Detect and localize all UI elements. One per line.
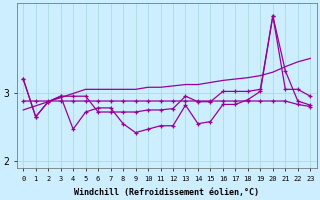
X-axis label: Windchill (Refroidissement éolien,°C): Windchill (Refroidissement éolien,°C) [74, 188, 259, 197]
